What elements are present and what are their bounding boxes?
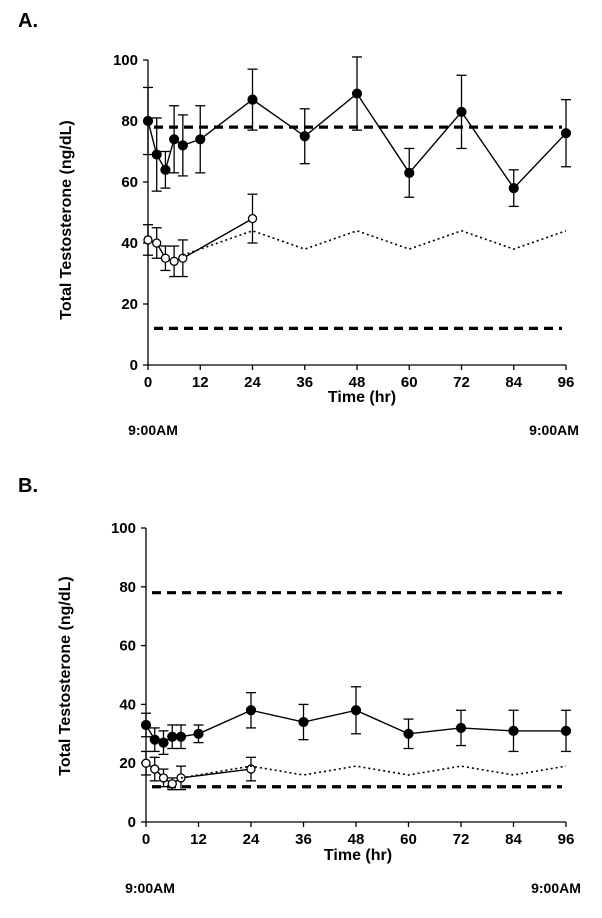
panel-a: A. Total Testosterone (ng/dL) Time (hr) …: [18, 10, 579, 438]
panel-b-filled-circles-point: [149, 734, 160, 745]
panel-a-filled-circles-point: [508, 183, 519, 194]
panel-b-x-tick-label: 48: [348, 831, 365, 848]
panel-a-x-tick-label: 60: [401, 374, 418, 391]
panel-a-open-circles-point: [152, 238, 162, 248]
panel-a-filled-circles-point: [160, 164, 171, 175]
panel-b-filled-circles-point: [193, 728, 204, 739]
panel-a-y-axis-title: Total Testosterone (ng/dL): [58, 120, 75, 319]
panel-b-filled-circles-point: [455, 722, 467, 734]
panel-a-x-tick-label: 96: [558, 374, 575, 391]
panel-a-label: A.: [18, 10, 38, 32]
panel-b-open-circles-point: [150, 764, 160, 774]
panel-a-x-tick-label: 36: [296, 374, 313, 391]
panel-b-y-axis-title: Total Testosterone (ng/dL): [57, 576, 74, 775]
panel-a-y-tick-label: 0: [130, 357, 138, 374]
panel-b: B. Total Testosterone (ng/dL) Time (hr) …: [18, 475, 581, 896]
panel-b-filled-circles-point: [508, 725, 519, 736]
panel-a-open-circles-point: [169, 256, 179, 266]
panel-b-x-tick-label: 12: [190, 831, 207, 848]
panel-b-y-tick-label: 100: [111, 520, 136, 537]
panel-b-start-time: 9:00AM: [125, 880, 175, 896]
panel-b-x-tick-label: 36: [295, 831, 312, 848]
panel-a-filled-circles-point: [177, 140, 188, 151]
panel-a-end-time: 9:00AM: [529, 422, 579, 438]
panel-a-x-axis-title: Time (hr): [328, 389, 396, 406]
panel-b-filled-circles-point: [245, 705, 257, 716]
panel-b-y-tick-label: 60: [119, 638, 136, 655]
panel-b-x-tick-label: 24: [243, 831, 260, 848]
panel-b-filled-circles-point: [140, 719, 152, 731]
panel-b-x-tick-label: 96: [558, 831, 575, 848]
panel-a-filled-circles-point: [247, 94, 258, 105]
panel-b-open-circles-point: [158, 773, 169, 783]
panel-a-filled-circles-point: [456, 106, 467, 117]
panel-b-filled-circles-point: [167, 731, 178, 742]
panel-b-filled-circles-point: [158, 737, 169, 748]
panel-b-x-tick-label: 60: [400, 831, 417, 848]
panel-a-x-tick-label: 48: [349, 374, 366, 391]
panel-b-y-tick-label: 40: [119, 696, 136, 713]
panel-b-filled-circles-point: [403, 728, 414, 739]
panel-b-filled-circles-point: [560, 725, 572, 736]
panel-b-open-circles-point: [141, 758, 151, 768]
panel-b-filled-circles-point: [175, 731, 187, 742]
panel-a-x-tick-label: 12: [192, 374, 209, 391]
panel-b-x-tick-label: 84: [505, 831, 522, 848]
panel-b-x-tick-label: 72: [453, 831, 470, 848]
panel-b-open-circles-point: [246, 764, 256, 774]
panel-a-start-time: 9:00AM: [128, 422, 178, 438]
panel-a-filled-circles-point: [299, 131, 310, 142]
panel-a-filled-circles-point: [151, 149, 162, 160]
panel-b-y-tick-label: 0: [128, 814, 136, 831]
panel-b-dotted-curve-line: [180, 765, 567, 779]
panel-a-filled-circles-point: [404, 167, 415, 178]
panel-a-y-tick-label: 40: [121, 235, 138, 252]
panel-a-filled-circles-point: [169, 134, 180, 145]
panel-a-filled-circles-point: [351, 88, 363, 99]
panel-b-end-time: 9:00AM: [531, 880, 581, 896]
panel-b-x-axis-title: Time (hr): [324, 847, 392, 864]
panel-a-open-circles-point: [178, 253, 188, 263]
panel-b-filled-circles-point: [350, 705, 362, 716]
panel-a-x-tick-label: 84: [505, 374, 522, 391]
panel-a-y-tick-label: 100: [113, 52, 138, 69]
panel-a-filled-circles-point: [142, 115, 154, 127]
panel-b-open-circles-point: [167, 779, 177, 789]
panel-b-y-tick-label: 80: [119, 579, 136, 596]
panel-a-y-tick-label: 80: [121, 113, 138, 130]
panel-b-label: B.: [18, 475, 38, 497]
panel-b-filled-circles-point: [298, 716, 309, 728]
panel-b-x-tick-label: 0: [142, 831, 150, 848]
panel-a-filled-circles-point: [560, 128, 572, 139]
panel-a-x-tick-label: 0: [144, 374, 152, 391]
panel-b-y-tick-label: 20: [119, 755, 136, 772]
panel-a-y-tick-label: 20: [121, 296, 138, 313]
panel-a-filled-circles-point: [195, 134, 206, 145]
panel-a-open-circles-point: [143, 235, 153, 245]
panel-a-y-tick-label: 60: [121, 174, 138, 191]
panel-a-x-tick-label: 24: [244, 374, 261, 391]
panel-a-open-circles-point: [247, 213, 258, 224]
panel-a-open-circles-point: [160, 253, 171, 263]
panel-a-x-tick-label: 72: [453, 374, 470, 391]
panel-a-dotted-curve-line: [182, 229, 567, 256]
